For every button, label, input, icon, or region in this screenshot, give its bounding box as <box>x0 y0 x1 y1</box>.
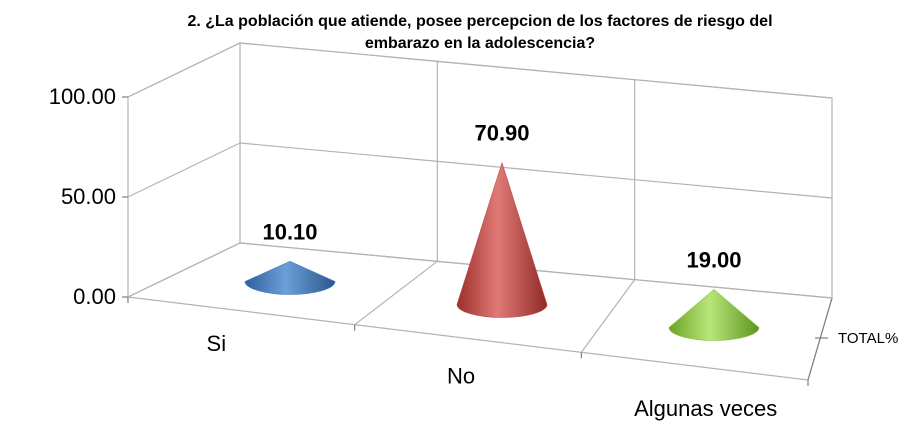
depth-axis-label: TOTAL% <box>838 330 898 347</box>
category-label: No <box>447 364 475 389</box>
data-marks: 10.10 70.90 19.00 <box>244 121 760 341</box>
cone-algunas-veces <box>668 289 760 341</box>
category-label: Algunas veces <box>634 396 777 421</box>
y-tick-label: 50.00 <box>61 184 116 209</box>
back-gridline <box>239 142 833 199</box>
chart-title-line-1: 2. ¿La población que atiende, posee perc… <box>187 13 772 30</box>
back-gridline <box>239 42 833 99</box>
y-tick-label: 100.00 <box>49 84 116 109</box>
floor-divider <box>354 260 438 326</box>
data-label: 70.90 <box>474 121 529 146</box>
data-label: 19.00 <box>686 248 741 273</box>
side-gridline <box>127 242 241 298</box>
side-gridline <box>127 42 241 98</box>
category-label: Si <box>207 331 227 356</box>
y-tick-label: 0.00 <box>73 284 116 309</box>
x-axis: Si No Algunas veces <box>127 297 809 421</box>
cone-no <box>456 161 548 318</box>
depth-axis <box>807 297 833 381</box>
cone-si <box>244 260 336 295</box>
side-gridline <box>127 142 241 198</box>
floor-divider <box>580 279 636 353</box>
y-axis: 0.00 50.00 100.00 <box>49 42 833 309</box>
chart-title-line-2: embarazo en la adolescencia? <box>365 35 595 52</box>
data-label: 10.10 <box>262 219 317 244</box>
